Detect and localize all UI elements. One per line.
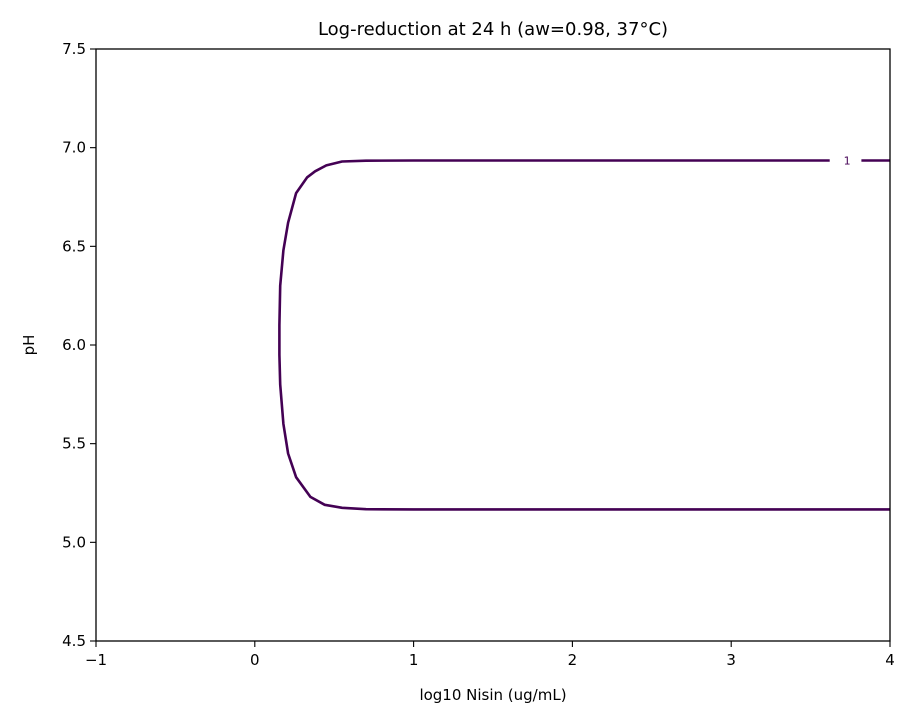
x-tick-label: 2 xyxy=(568,651,578,669)
axes-frame xyxy=(95,48,891,642)
y-tick-label: 4.5 xyxy=(62,632,86,650)
y-tick-label: 5.0 xyxy=(62,533,86,551)
x-axis-title: log10 Nisin (ug/mL) xyxy=(419,686,566,704)
x-tick-label: 0 xyxy=(250,651,260,669)
x-tick-label: 1 xyxy=(409,651,419,669)
contour-level-label: 1 xyxy=(844,154,851,167)
y-tick-label: 5.5 xyxy=(62,435,86,453)
x-tick-label: −1 xyxy=(85,651,107,669)
y-axis-title: pH xyxy=(20,335,38,356)
y-tick-label: 6.5 xyxy=(62,237,86,255)
y-tick-label: 6.0 xyxy=(62,336,86,354)
chart-title: Log-reduction at 24 h (aw=0.98, 37°C) xyxy=(318,19,668,40)
contour-line-level-1 xyxy=(278,159,890,511)
x-axis: −1 0 1 2 3 4 xyxy=(85,641,895,669)
y-axis: 4.5 5.0 5.5 6.0 6.5 7.0 7.5 xyxy=(62,40,96,650)
y-tick-label: 7.5 xyxy=(62,40,86,58)
y-tick-label: 7.0 xyxy=(62,139,86,157)
x-tick-label: 4 xyxy=(885,651,895,669)
plot-area: 1 xyxy=(278,154,890,511)
x-tick-label: 3 xyxy=(726,651,736,669)
